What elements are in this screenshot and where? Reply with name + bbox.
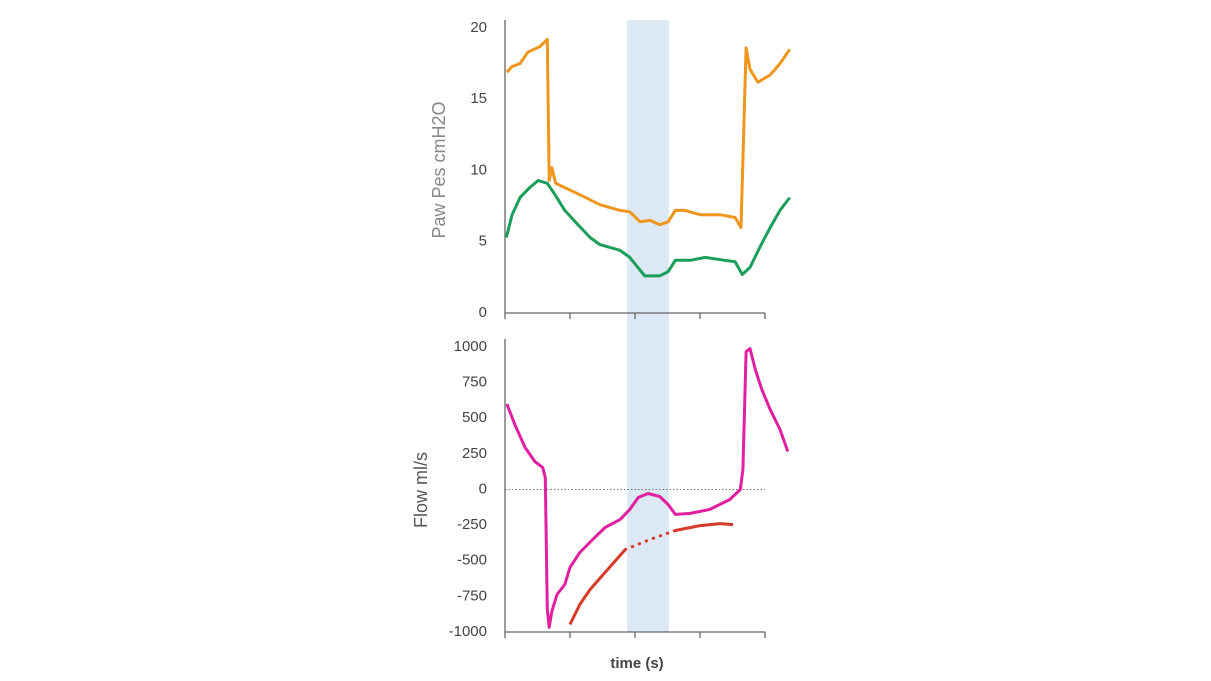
y-tick-label: -250 — [457, 516, 487, 533]
data-line — [568, 548, 627, 626]
data-line — [505, 37, 791, 229]
y-tick-label: -500 — [457, 552, 487, 569]
y-tick-label: 250 — [462, 445, 487, 462]
data-line — [505, 347, 790, 629]
y-tick-label: 5 — [479, 233, 487, 250]
y-tick-label: 750 — [462, 374, 487, 391]
data-line — [504, 179, 791, 278]
highlight-band — [627, 20, 669, 313]
y-tick-label: 500 — [462, 409, 487, 426]
y-tick-label: 20 — [470, 19, 487, 36]
y-tick-label: 10 — [470, 161, 487, 178]
y-axis-label: Paw Pes cmH2O — [429, 101, 449, 238]
y-tick-label: 0 — [479, 304, 487, 321]
y-tick-label: 15 — [470, 90, 487, 107]
data-line — [675, 522, 734, 532]
x-axis-label: time (s) — [610, 655, 663, 672]
highlight-band — [627, 313, 669, 632]
y-tick-label: 1000 — [454, 338, 487, 355]
data-line — [623, 529, 677, 551]
y-tick-label: 0 — [479, 480, 487, 497]
y-axis-label: Flow ml/s — [411, 452, 431, 528]
y-tick-label: -1000 — [449, 623, 487, 640]
y-tick-label: -750 — [457, 587, 487, 604]
